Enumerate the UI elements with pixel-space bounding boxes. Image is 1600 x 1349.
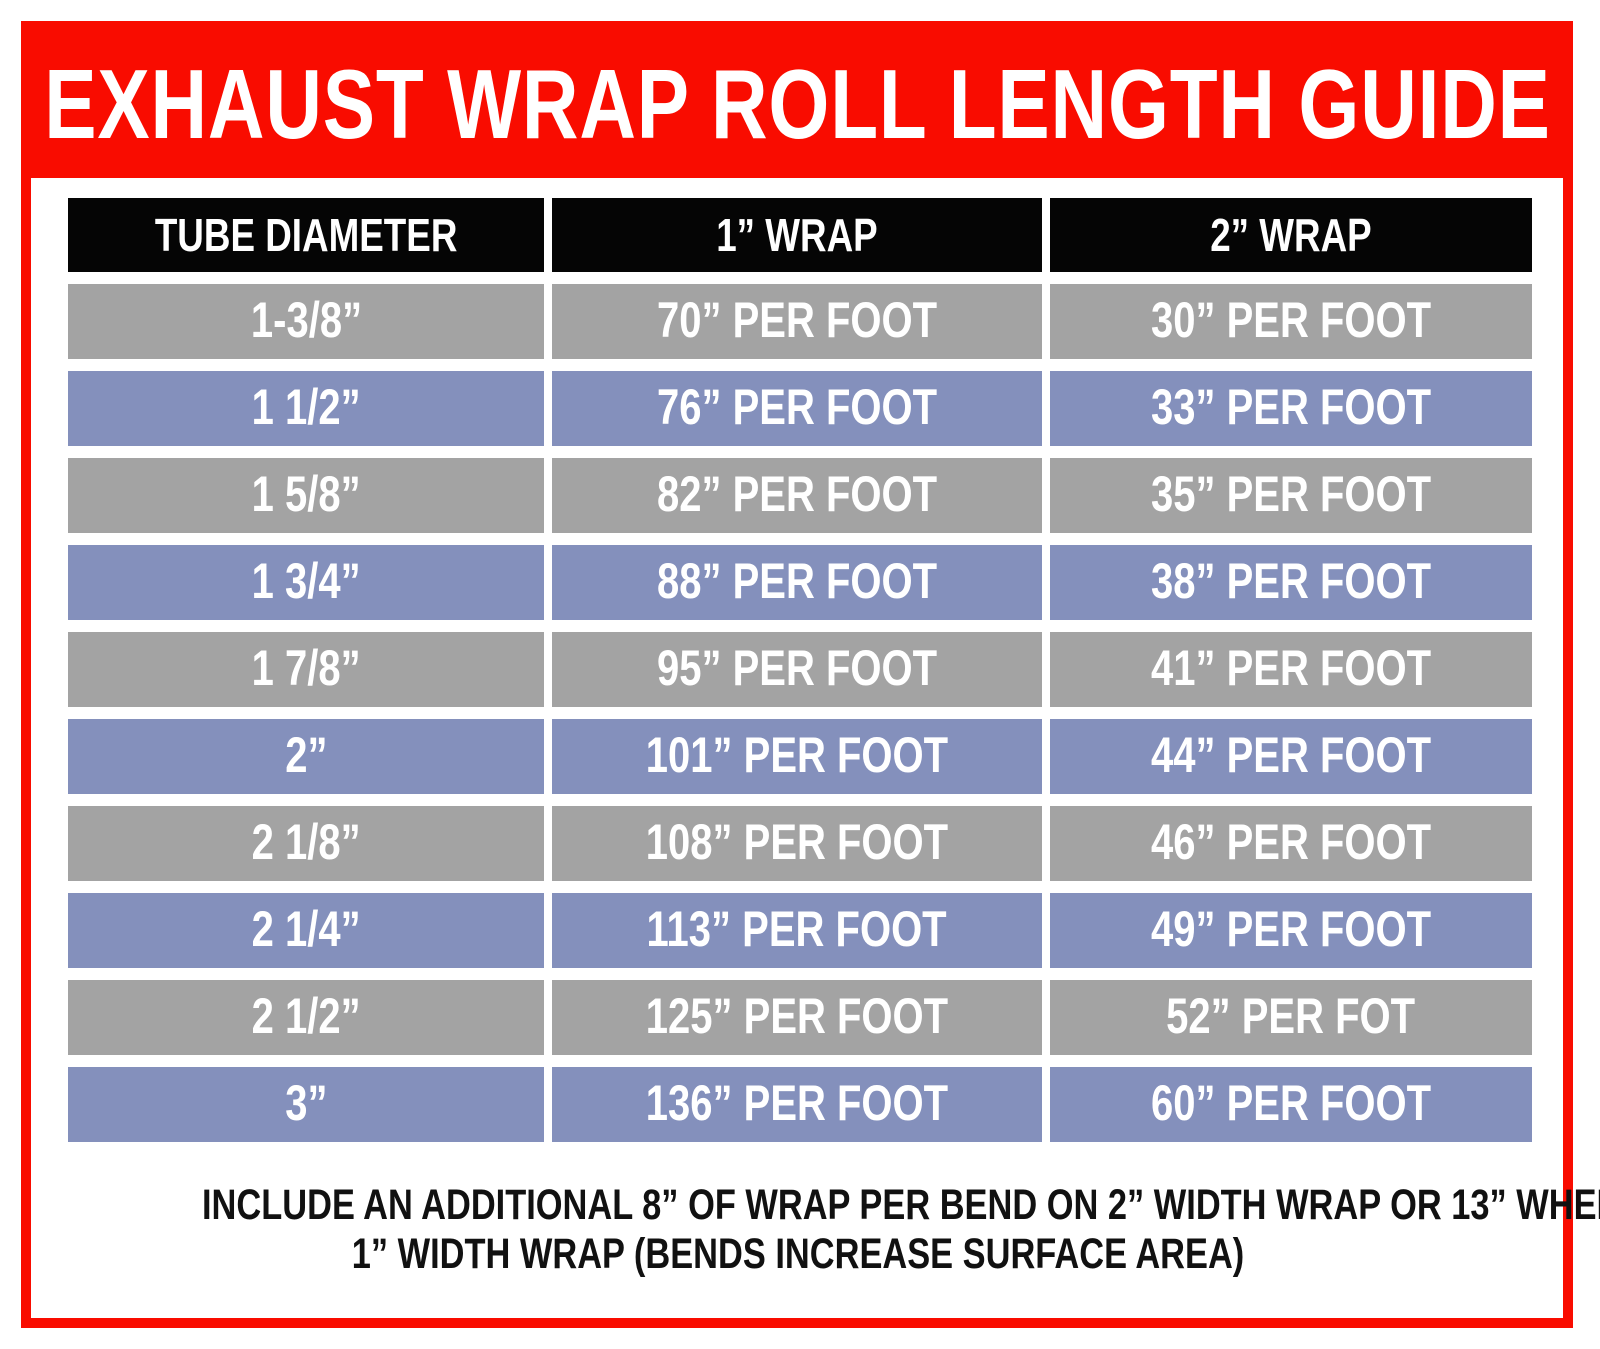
cell-2in-wrap-label: 38” PER FOOT: [1150, 553, 1432, 609]
cell-1in-wrap: 101” PER FOOT: [552, 719, 1042, 794]
cell-tube-diameter: 1 7/8”: [68, 632, 544, 707]
cell-2in-wrap: 60” PER FOOT: [1050, 1067, 1532, 1142]
table-row: 3” 136” PER FOOT 60” PER FOOT: [68, 1067, 1532, 1142]
cell-tube-diameter: 1 5/8”: [68, 458, 544, 533]
cell-1in-wrap: 95” PER FOOT: [552, 632, 1042, 707]
footnote: INCLUDE AN ADDITIONAL 8” OF WRAP PER BEN…: [53, 1181, 1600, 1279]
cell-tube-diameter: 2 1/4”: [68, 893, 544, 968]
cell-tube-diameter-label: 1 3/4”: [251, 553, 361, 609]
cell-2in-wrap: 46” PER FOOT: [1050, 806, 1532, 881]
cell-1in-wrap: 108” PER FOOT: [552, 806, 1042, 881]
table-row: 2 1/2” 125” PER FOOT 52” PER FOT: [68, 980, 1532, 1055]
cell-tube-diameter: 1-3/8”: [68, 284, 544, 359]
cell-tube-diameter: 1 3/4”: [68, 545, 544, 620]
cell-tube-diameter: 2 1/2”: [68, 980, 544, 1055]
table-header-row: TUBE DIAMETER 1” WRAP 2” WRAP: [68, 198, 1532, 272]
cell-tube-diameter-label: 1 1/2”: [251, 379, 361, 435]
cell-2in-wrap: 52” PER FOT: [1050, 980, 1532, 1055]
cell-tube-diameter: 3”: [68, 1067, 544, 1142]
cell-1in-wrap-label: 136” PER FOOT: [645, 1075, 949, 1131]
cell-tube-diameter: 2 1/8”: [68, 806, 544, 881]
cell-1in-wrap: 76” PER FOOT: [552, 371, 1042, 446]
wrap-length-table: TUBE DIAMETER 1” WRAP 2” WRAP 1-3/8” 70”…: [68, 198, 1532, 1142]
cell-2in-wrap: 38” PER FOOT: [1050, 545, 1532, 620]
column-header-tube-diameter: TUBE DIAMETER: [68, 198, 544, 272]
cell-2in-wrap: 30” PER FOOT: [1050, 284, 1532, 359]
cell-2in-wrap-label: 30” PER FOOT: [1150, 292, 1432, 348]
column-header-1in-wrap-label: 1” WRAP: [716, 209, 878, 261]
cell-2in-wrap-label: 46” PER FOOT: [1150, 814, 1432, 870]
cell-tube-diameter-label: 2 1/8”: [251, 814, 361, 870]
cell-tube-diameter-label: 1 7/8”: [251, 640, 361, 696]
red-border-frame: EXHAUST WRAP ROLL LENGTH GUIDE TUBE DIAM…: [21, 21, 1600, 1328]
cell-2in-wrap: 41” PER FOOT: [1050, 632, 1532, 707]
cell-2in-wrap-label: 33” PER FOOT: [1150, 379, 1432, 435]
cell-2in-wrap-label: 41” PER FOOT: [1150, 640, 1432, 696]
table-row: 2” 101” PER FOOT 44” PER FOOT: [68, 719, 1532, 794]
cell-1in-wrap: 70” PER FOOT: [552, 284, 1042, 359]
column-header-2in-wrap: 2” WRAP: [1050, 198, 1532, 272]
table-row: 1 7/8” 95” PER FOOT 41” PER FOOT: [68, 632, 1532, 707]
cell-1in-wrap-label: 101” PER FOOT: [645, 727, 949, 783]
cell-2in-wrap-label: 49” PER FOOT: [1150, 901, 1432, 957]
cell-1in-wrap-label: 76” PER FOOT: [656, 379, 938, 435]
cell-2in-wrap: 33” PER FOOT: [1050, 371, 1532, 446]
cell-1in-wrap-label: 70” PER FOOT: [656, 292, 938, 348]
cell-2in-wrap: 49” PER FOOT: [1050, 893, 1532, 968]
cell-2in-wrap-label: 35” PER FOOT: [1150, 466, 1432, 522]
cell-1in-wrap: 136” PER FOOT: [552, 1067, 1042, 1142]
table-row: 1 5/8” 82” PER FOOT 35” PER FOOT: [68, 458, 1532, 533]
column-header-2in-wrap-label: 2” WRAP: [1210, 209, 1372, 261]
footnote-line-2: 1” WIDTH WRAP (BENDS INCREASE SURFACE AR…: [351, 1230, 1245, 1278]
cell-2in-wrap: 44” PER FOOT: [1050, 719, 1532, 794]
cell-tube-diameter: 1 1/2”: [68, 371, 544, 446]
cell-tube-diameter-label: 2 1/2”: [251, 988, 361, 1044]
title-banner: EXHAUST WRAP ROLL LENGTH GUIDE: [30, 30, 1564, 178]
cell-tube-diameter-label: 1-3/8”: [250, 292, 362, 348]
cell-1in-wrap-label: 82” PER FOOT: [656, 466, 938, 522]
cell-1in-wrap-label: 88” PER FOOT: [656, 553, 938, 609]
table-row: 1-3/8” 70” PER FOOT 30” PER FOOT: [68, 284, 1532, 359]
cell-1in-wrap: 82” PER FOOT: [552, 458, 1042, 533]
cell-1in-wrap: 113” PER FOOT: [552, 893, 1042, 968]
cell-1in-wrap-label: 108” PER FOOT: [645, 814, 949, 870]
page-title: EXHAUST WRAP ROLL LENGTH GUIDE: [43, 49, 1551, 159]
cell-2in-wrap-label: 44” PER FOOT: [1150, 727, 1432, 783]
cell-tube-diameter-label: 1 5/8”: [251, 466, 361, 522]
table-row: 1 3/4” 88” PER FOOT 38” PER FOOT: [68, 545, 1532, 620]
cell-tube-diameter: 2”: [68, 719, 544, 794]
cell-tube-diameter-label: 2 1/4”: [251, 901, 361, 957]
table-row: 2 1/8” 108” PER FOOT 46” PER FOOT: [68, 806, 1532, 881]
cell-1in-wrap: 125” PER FOOT: [552, 980, 1042, 1055]
cell-1in-wrap-label: 125” PER FOOT: [645, 988, 949, 1044]
cell-1in-wrap: 88” PER FOOT: [552, 545, 1042, 620]
cell-2in-wrap-label: 52” PER FOT: [1166, 988, 1416, 1044]
cell-1in-wrap-label: 95” PER FOOT: [656, 640, 938, 696]
cell-tube-diameter-label: 3”: [284, 1075, 328, 1131]
footnote-line-1: INCLUDE AN ADDITIONAL 8” OF WRAP PER BEN…: [202, 1181, 1600, 1229]
cell-2in-wrap: 35” PER FOOT: [1050, 458, 1532, 533]
table-row: 1 1/2” 76” PER FOOT 33” PER FOOT: [68, 371, 1532, 446]
table-row: 2 1/4” 113” PER FOOT 49” PER FOOT: [68, 893, 1532, 968]
cell-1in-wrap-label: 113” PER FOOT: [646, 901, 948, 957]
cell-2in-wrap-label: 60” PER FOOT: [1150, 1075, 1432, 1131]
cell-tube-diameter-label: 2”: [284, 727, 328, 783]
column-header-1in-wrap: 1” WRAP: [552, 198, 1042, 272]
column-header-tube-diameter-label: TUBE DIAMETER: [154, 209, 458, 261]
